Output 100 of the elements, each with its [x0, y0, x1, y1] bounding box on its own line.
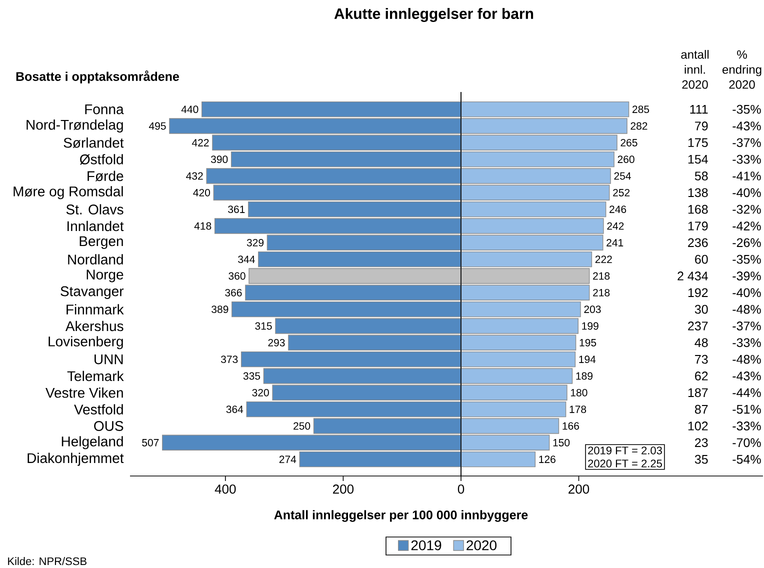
annotation: 30 — [694, 304, 708, 314]
y-tick-label: Sørlandet — [64, 137, 124, 148]
y-tick-label: Østfold — [80, 154, 123, 165]
annotation: 154 — [688, 154, 708, 164]
legend-label: 2019 — [411, 540, 442, 550]
x-tick-label: 200 — [568, 484, 590, 494]
data-label: 260 — [618, 156, 634, 164]
annotation: -33% — [732, 338, 761, 348]
annotation: -48% — [732, 354, 761, 364]
data-label: 274 — [279, 456, 296, 463]
annotation: 102 — [688, 422, 708, 430]
data-label: 254 — [614, 172, 631, 180]
text: Kilde: NPR/SSB — [8, 557, 86, 566]
y-tick-label: Telemark — [67, 370, 124, 382]
data-label: 252 — [613, 188, 630, 196]
y-tick-label: Fonna — [85, 104, 124, 114]
data-label: 335 — [243, 372, 260, 380]
data-label: 390 — [210, 156, 228, 164]
annotation: 58 — [694, 172, 708, 180]
annotation: 2020 FT = 2.25 — [588, 460, 662, 468]
data-label: 432 — [186, 172, 203, 180]
annotation: 111 — [690, 105, 708, 114]
annotation: 87 — [694, 404, 708, 414]
annotation: -39% — [732, 272, 761, 280]
data-label: 344 — [238, 256, 255, 264]
annotation: -48% — [732, 304, 761, 314]
annotation: 138 — [688, 188, 708, 198]
data-label: 194 — [579, 356, 596, 364]
annotation: -37% — [732, 138, 761, 148]
annotation: -43% — [732, 372, 761, 380]
data-label: 320 — [252, 388, 269, 396]
data-label: 282 — [630, 122, 648, 130]
data-label: 195 — [580, 338, 596, 346]
data-label: 495 — [148, 122, 166, 130]
annotation: 192 — [688, 288, 708, 298]
annotation: -44% — [732, 388, 761, 398]
data-label: 366 — [225, 288, 242, 296]
data-label: 189 — [576, 372, 592, 380]
data-label: 203 — [584, 306, 601, 314]
annotation: -70% — [732, 438, 761, 448]
annotation: 79 — [695, 122, 708, 130]
annotation: 179 — [688, 222, 708, 230]
annotation: -33% — [732, 154, 761, 164]
annotation: -37% — [732, 322, 761, 330]
data-label: 364 — [226, 406, 244, 414]
text: % endring 2020 — [722, 50, 762, 89]
annotation: 48 — [694, 338, 708, 348]
y-tick-label: Diakonhjemmet — [28, 452, 124, 466]
data-label: 373 — [221, 356, 238, 364]
annotation: -40% — [732, 288, 761, 298]
data-label: 293 — [268, 338, 285, 346]
annotation: 23 — [695, 438, 708, 448]
annotation: -40% — [732, 188, 761, 198]
data-label: 126 — [539, 456, 556, 464]
annotation: 2 434 — [678, 272, 708, 280]
chart-title: Akutte innleggelser for barn — [334, 8, 534, 22]
data-label: 329 — [246, 238, 264, 246]
data-label: 180 — [570, 388, 588, 396]
y-tick-label: Nordland — [68, 254, 123, 264]
y-tick-label: Møre og Romsdal — [14, 186, 123, 200]
annotation: 73 — [695, 354, 708, 364]
annotation: -54% — [732, 454, 761, 464]
y-tick-label: Vestre Viken — [46, 388, 123, 398]
data-label: 440 — [181, 106, 198, 114]
data-label: 285 — [632, 106, 650, 114]
data-label: 178 — [570, 406, 586, 414]
data-label: 199 — [582, 322, 598, 330]
annotation: -33% — [732, 422, 761, 430]
annotation: -35% — [732, 104, 761, 114]
annotation: -43% — [732, 122, 761, 130]
y-tick-label: Finnmark — [66, 304, 124, 314]
x-axis-title: Antall innleggelser per 100 000 innbyggere — [274, 510, 528, 522]
annotation: -42% — [732, 222, 761, 230]
y-tick-label: Vestfold — [74, 404, 123, 414]
data-label: 389 — [212, 306, 228, 314]
data-label: 420 — [193, 188, 210, 196]
y-tick-label: St. Olavs — [66, 204, 124, 214]
annotation: 2019 FT = 2.03 — [588, 446, 662, 454]
data-label: 166 — [562, 422, 579, 430]
data-label: 360 — [228, 272, 246, 280]
annotation: 60 — [695, 254, 708, 264]
data-label: 250 — [294, 422, 310, 430]
y-tick-label: Bergen — [80, 236, 123, 249]
annotation: 237 — [688, 322, 708, 330]
annotation: 35 — [694, 454, 708, 464]
x-tick-label: 400 — [214, 484, 236, 494]
y-tick-label: Lovisenberg — [48, 336, 123, 350]
text: antall innl. 2020 — [681, 50, 709, 89]
annotation: 175 — [688, 138, 708, 148]
x-tick-label: 0 — [458, 484, 464, 494]
annotation: -41% — [732, 172, 761, 180]
data-label: 265 — [620, 138, 638, 146]
annotation: 62 — [695, 372, 708, 380]
x-tick-label: 200 — [333, 484, 354, 494]
data-label: 246 — [610, 206, 626, 214]
legend-label: 2020 — [466, 540, 496, 550]
y-tick-label: Innlandet — [67, 220, 124, 232]
annotation: -32% — [732, 204, 761, 214]
data-label: 242 — [607, 222, 624, 230]
data-label: 315 — [255, 322, 272, 330]
